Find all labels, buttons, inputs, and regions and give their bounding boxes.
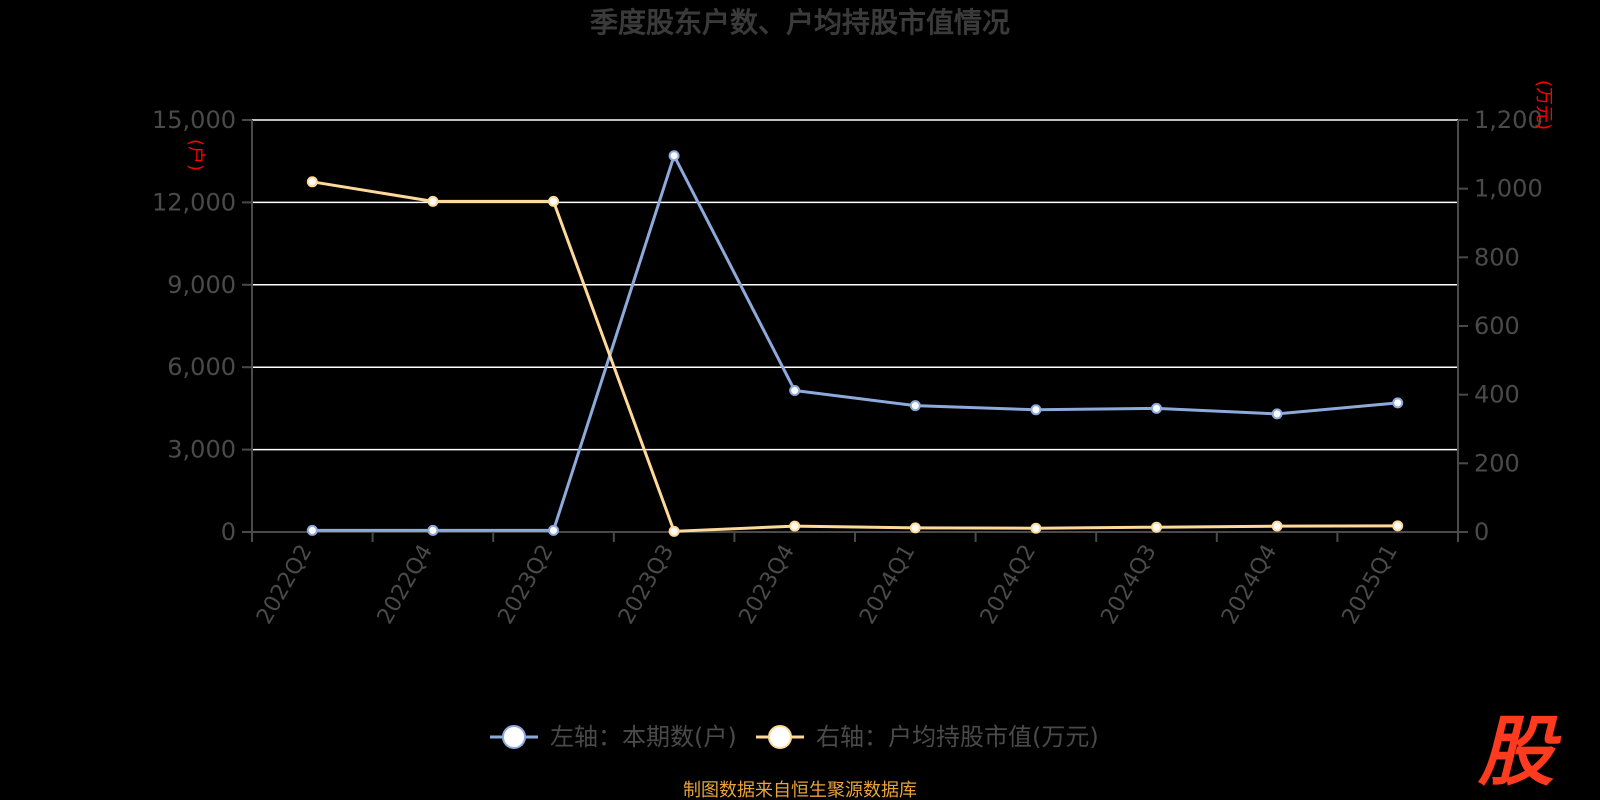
- data-point: [789, 520, 801, 532]
- x-tick-label: 2024Q4: [1217, 541, 1282, 629]
- right-tick-label: 200: [1474, 449, 1520, 477]
- right-axis-unit: (万元): [1533, 80, 1554, 130]
- data-point: [1151, 521, 1162, 533]
- series-line: [312, 154, 1398, 532]
- x-tick-label: 2022Q4: [373, 541, 438, 629]
- series-2: [306, 176, 1404, 537]
- right-tick-label: 0: [1474, 518, 1489, 546]
- legend-item-avg-value[interactable]: 右轴：户均持股市值(万元): [756, 723, 1099, 751]
- right-axis-ticks: 0 200 400 600 800 1,000 1,200: [1458, 106, 1543, 546]
- x-tick-label: 2023Q2: [493, 541, 558, 629]
- data-point: [1392, 397, 1404, 409]
- data-point: [1030, 404, 1042, 416]
- data-point: [427, 524, 439, 536]
- data-point: [548, 195, 559, 207]
- x-tick-label: 2024Q2: [976, 541, 1041, 629]
- series-layer: [306, 150, 1404, 537]
- left-tick-label: 15,000: [152, 106, 236, 134]
- series-line: [312, 180, 1398, 533]
- right-tick-label: 600: [1474, 312, 1520, 340]
- grid-lines: [252, 119, 1458, 451]
- data-point: [1392, 520, 1404, 532]
- data-point: [306, 524, 318, 536]
- legend[interactable]: 左轴：本期数(户) 右轴：户均持股市值(万元): [490, 723, 1099, 751]
- series-1: [306, 150, 1404, 536]
- logo-glyph: 股: [1477, 707, 1562, 796]
- data-point: [668, 150, 680, 162]
- right-tick-label: 800: [1474, 243, 1520, 271]
- right-tick-label: 400: [1474, 381, 1520, 409]
- data-point: [668, 525, 680, 537]
- chart-title: 季度股东户数、户均持股市值情况: [590, 6, 1010, 39]
- x-tick-label: 2024Q3: [1096, 541, 1161, 629]
- legend-label-households: 左轴：本期数(户): [550, 723, 737, 751]
- left-tick-label: 6,000: [167, 353, 236, 381]
- legend-marker-households: [502, 725, 526, 749]
- right-tick-label: 1,200: [1474, 106, 1543, 134]
- left-axis-ticks: 0 3,000 6,000 9,000 12,000 15,000: [152, 106, 252, 546]
- data-point: [1151, 402, 1162, 414]
- right-tick-label: 1,000: [1474, 175, 1543, 203]
- data-point: [1030, 522, 1042, 534]
- data-point: [427, 195, 439, 207]
- axes: [251, 120, 1459, 533]
- legend-marker-avg-value: [768, 725, 792, 749]
- left-tick-label: 0: [221, 518, 236, 546]
- data-source-note: 制图数据来自恒生聚源数据库: [683, 780, 917, 800]
- x-tick-label: 2023Q4: [735, 541, 800, 629]
- left-tick-label: 3,000: [167, 436, 236, 464]
- legend-item-households[interactable]: 左轴：本期数(户): [490, 723, 737, 751]
- x-tick-label: 2023Q3: [614, 541, 679, 629]
- data-point: [306, 176, 318, 188]
- legend-label-avg-value: 右轴：户均持股市值(万元): [816, 723, 1099, 751]
- left-axis-unit: (户): [185, 139, 206, 171]
- data-point: [909, 400, 921, 412]
- x-tick-label: 2024Q1: [855, 541, 920, 629]
- left-tick-label: 12,000: [152, 188, 236, 216]
- data-point: [1271, 408, 1283, 420]
- data-point: [1271, 520, 1283, 532]
- data-point: [548, 524, 559, 536]
- x-tick-label: 2025Q1: [1338, 541, 1403, 629]
- x-axis-ticks: 2022Q2 2022Q4 2023Q2 2023Q3 2023Q4 2024Q1 2024…: [251, 532, 1459, 629]
- data-point: [909, 522, 921, 534]
- left-tick-label: 9,000: [167, 271, 236, 299]
- data-point: [789, 385, 801, 397]
- x-tick-label: 2022Q2: [252, 541, 317, 629]
